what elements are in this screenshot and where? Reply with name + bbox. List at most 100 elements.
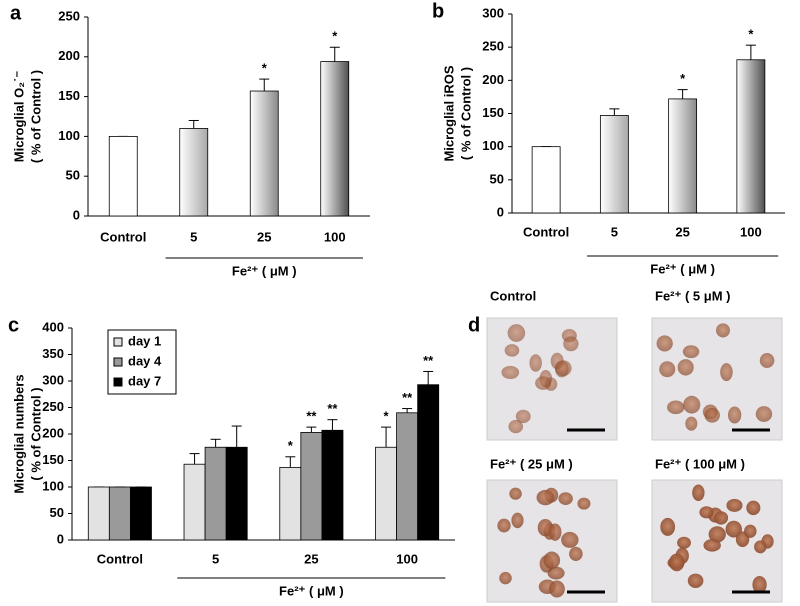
bar — [225, 446, 248, 541]
cell — [563, 336, 579, 352]
y-tick-label: 50 — [490, 171, 504, 186]
cell — [726, 498, 743, 512]
bar — [183, 463, 206, 541]
significance: * — [680, 71, 686, 86]
panel-label: a — [10, 2, 22, 24]
x-tick-label: 5 — [190, 229, 197, 244]
panel-d: d Control Fe²⁺ ( 5 μM ) Fe²⁺ ( 25 μM ) F… — [468, 288, 783, 603]
significance: ** — [327, 401, 338, 416]
cell — [511, 512, 524, 529]
cell — [754, 540, 767, 554]
x-group-label: Fe²⁺ ( μM ) — [279, 583, 344, 598]
cell — [685, 416, 698, 431]
bar — [668, 98, 698, 214]
image-caption: Fe²⁺ ( 25 μM ) — [490, 456, 573, 471]
y-tick-label: 50 — [50, 505, 64, 520]
bar — [320, 61, 350, 217]
cell — [569, 546, 583, 561]
cell — [499, 571, 512, 585]
y-axis-label: Microglial iROS — [441, 65, 456, 161]
bar — [249, 90, 279, 217]
y-tick-label: 300 — [42, 372, 64, 387]
bar — [599, 115, 629, 214]
cell — [561, 531, 579, 548]
cell — [746, 500, 761, 516]
cell — [668, 553, 685, 572]
y-tick-label: 200 — [482, 72, 504, 87]
y-axis-label: ( % of Control ) — [28, 70, 43, 163]
x-tick-label: 5 — [212, 551, 219, 566]
legend-label: day 4 — [128, 353, 162, 368]
panel-label: c — [8, 314, 19, 336]
legend-label: day 7 — [128, 373, 161, 388]
x-group-label: Fe²⁺ ( μM ) — [232, 263, 297, 278]
cell — [547, 566, 565, 580]
y-tick-label: 150 — [482, 105, 504, 120]
y-tick-label: 200 — [42, 425, 64, 440]
cell — [759, 353, 775, 368]
bar — [531, 146, 561, 214]
cell — [536, 489, 555, 506]
x-tick-label: 100 — [396, 551, 418, 566]
y-tick-label: 250 — [482, 39, 504, 54]
bar — [736, 59, 766, 214]
cell — [716, 323, 730, 338]
y-tick-label: 400 — [42, 319, 64, 334]
y-tick-label: 0 — [57, 531, 64, 546]
cell — [744, 524, 757, 538]
image-caption: Control — [490, 288, 536, 303]
cell — [682, 345, 700, 359]
y-tick-label: 350 — [42, 346, 64, 361]
y-tick-label: 150 — [42, 452, 64, 467]
x-group-label: Fe²⁺ ( μM ) — [650, 261, 715, 276]
y-tick-label: 100 — [42, 478, 64, 493]
cell — [692, 484, 705, 501]
y-tick-label: 250 — [58, 8, 80, 23]
bar — [130, 486, 152, 541]
x-tick-label: 5 — [611, 224, 618, 239]
y-tick-label: 250 — [42, 399, 64, 414]
significance: * — [748, 27, 754, 42]
cell — [714, 511, 729, 525]
cell — [577, 497, 591, 510]
y-tick-label: 100 — [482, 138, 504, 153]
cell — [677, 536, 691, 549]
cell — [504, 344, 520, 357]
cell — [659, 361, 676, 378]
cell — [543, 551, 561, 570]
y-tick-label: 300 — [482, 5, 504, 20]
y-axis-label: Microglial O₂˙⁻ — [11, 71, 26, 163]
x-tick-label: Control — [100, 229, 146, 244]
panel-label: b — [432, 0, 444, 22]
legend-swatch — [113, 377, 123, 387]
cell — [548, 523, 562, 541]
significance: ** — [306, 409, 317, 424]
x-tick-label: 100 — [740, 224, 762, 239]
cell — [727, 406, 742, 424]
y-tick-label: 100 — [58, 128, 80, 143]
cell — [509, 487, 522, 500]
cell — [558, 492, 573, 505]
y-axis-label: ( % of Control ) — [458, 67, 473, 160]
x-tick-label: Control — [97, 551, 143, 566]
y-tick-label: 200 — [58, 48, 80, 63]
cell — [508, 419, 524, 434]
cell — [555, 360, 572, 377]
legend-swatch — [113, 337, 123, 347]
cell — [704, 407, 720, 423]
cell — [725, 520, 743, 538]
y-tick-label: 150 — [58, 88, 80, 103]
bar — [417, 384, 440, 541]
y-tick-label: 0 — [73, 207, 80, 222]
bar — [396, 412, 419, 541]
cell — [656, 335, 673, 352]
cell — [549, 580, 565, 598]
cell — [660, 517, 676, 536]
bar — [279, 466, 302, 541]
y-tick-label: 50 — [66, 168, 80, 183]
bar — [375, 446, 397, 541]
legend-label: day 1 — [128, 333, 161, 348]
bar — [300, 432, 323, 541]
bar — [87, 486, 110, 541]
